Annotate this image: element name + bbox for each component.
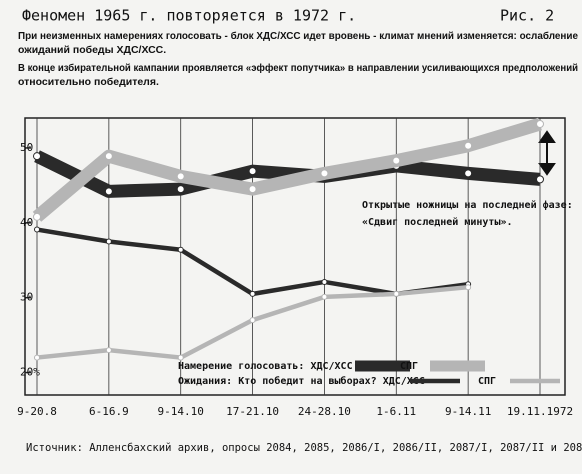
point [249, 317, 256, 324]
point [34, 226, 40, 233]
point [249, 290, 256, 297]
legend-label: СПГ [478, 376, 496, 387]
y-tick-label: 30 [20, 291, 33, 304]
point [393, 290, 400, 297]
source: Источник: Алленсбахский архив, опросы 20… [26, 442, 582, 454]
annotation: Открытые ножницы на последней фазе: [362, 199, 573, 211]
y-tick-label: 50 [20, 141, 33, 154]
legend-label: Намерение голосовать: ХДС/ХСС [178, 361, 353, 372]
note: относительно победителя. [18, 76, 159, 88]
point [33, 212, 41, 221]
series-line [34, 150, 541, 198]
y-tick-label: 20% [20, 366, 40, 379]
y-tick-label: 40 [20, 216, 33, 229]
x-tick-label: 19.11.1972 [507, 405, 573, 418]
series-line [32, 117, 542, 222]
point [248, 167, 257, 176]
annotation: «Сдвиг последней минуты». [362, 216, 513, 228]
legend-label: СПГ [400, 361, 418, 372]
chart-title: Феномен 1965 г. повторяется в 1972 г. [22, 7, 356, 25]
x-tick-label: 9-14.11 [445, 405, 491, 418]
point [34, 354, 40, 361]
figure-label: Рис. 2 [500, 7, 554, 25]
point [104, 152, 113, 161]
point [105, 347, 112, 354]
x-tick-label: 17-21.10 [226, 405, 279, 418]
note: При неизменных намерениях голосовать - б… [18, 30, 578, 42]
point [320, 169, 329, 178]
x-tick-label: 24-28.10 [298, 405, 351, 418]
note: ожиданий победы ХДС/ХСС. [18, 44, 166, 56]
point [536, 119, 544, 128]
legend-label: Ожидания: Кто победит на выборах? ХДС/ХС… [178, 375, 425, 387]
point [104, 187, 113, 196]
point [536, 175, 544, 184]
arrow [538, 130, 556, 176]
point [464, 141, 473, 150]
point [176, 172, 185, 181]
point [464, 169, 473, 178]
point [392, 156, 401, 165]
x-tick-label: 1-6.11 [376, 405, 416, 418]
x-tick-label: 9-14.10 [158, 405, 204, 418]
point [176, 185, 185, 194]
point [177, 354, 184, 361]
point [321, 278, 328, 285]
point [177, 246, 184, 253]
plot-frame [24, 117, 566, 396]
point [465, 284, 472, 291]
x-tick-label: 6-16.9 [89, 405, 129, 418]
note: В конце избирательной кампании проявляет… [18, 62, 578, 74]
point [321, 293, 328, 300]
point [105, 238, 112, 245]
point [33, 152, 41, 161]
point [248, 185, 257, 194]
x-tick-label: 9-20.8 [17, 405, 57, 418]
